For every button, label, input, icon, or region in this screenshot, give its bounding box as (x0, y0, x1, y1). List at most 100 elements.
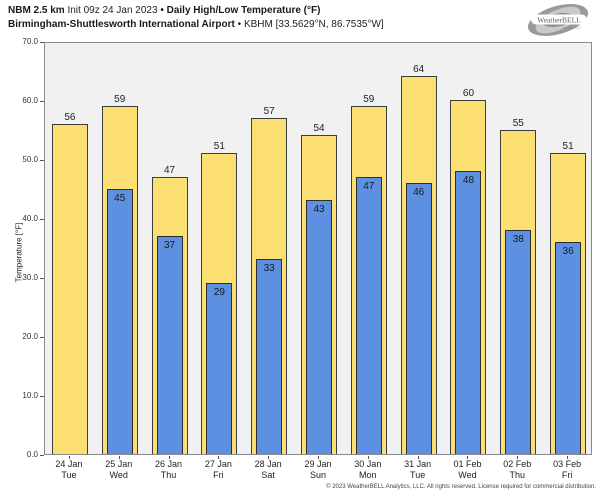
chart-subtitle: Birmingham-Shuttlesworth International A… (8, 18, 384, 32)
y-tick-label: 60.0 (22, 96, 38, 105)
y-tick-mark (40, 160, 44, 161)
x-axis-label: 30 Jan Mon (338, 459, 398, 481)
high-temp-value: 55 (512, 117, 524, 129)
logo-sub-text: Analytics LLC (563, 26, 582, 30)
low-temp-bar (405, 182, 432, 454)
high-temp-value: 64 (413, 64, 425, 76)
y-tick-mark (40, 455, 44, 456)
low-temp-bar (306, 200, 332, 454)
x-tick-mark (218, 456, 220, 459)
low-temp-bar (455, 170, 482, 454)
x-tick-mark (567, 456, 569, 459)
x-axis-label-date: 24 Jan (55, 459, 83, 469)
x-axis-label-date: 29 Jan (304, 459, 332, 469)
high-temp-value: 57 (263, 105, 275, 117)
x-tick-mark (367, 456, 369, 459)
low-temp-value: 33 (263, 263, 275, 275)
x-axis-label-date: 02 Feb (503, 459, 532, 469)
y-tick-label: 20.0 (22, 332, 38, 341)
y-tick-label: 10.0 (22, 391, 38, 400)
x-axis-label: 24 Jan Tue (39, 459, 99, 481)
chart-title: NBM 2.5 km Init 09z 24 Jan 2023 • Daily … (8, 4, 384, 18)
product-name: Daily High/Low Temperature (°F) (166, 5, 321, 16)
station-coordinates: KBHM [33.5629°N, 86.7535°W] (243, 19, 384, 30)
logo-brand-text: WeatherBELL (537, 16, 581, 25)
x-axis-label-day: Fri (213, 470, 224, 480)
low-temp-value: 46 (413, 186, 425, 198)
y-tick-label: 30.0 (22, 273, 38, 282)
x-tick-mark (318, 456, 319, 459)
x-axis-label: 25 Jan Wed (89, 459, 149, 481)
high-temp-value: 60 (462, 88, 475, 99)
copyright-notice: © 2023 WeatherBELL Analytics, LLC. All r… (326, 484, 596, 490)
y-tick-mark (40, 42, 44, 43)
high-temp-value: 56 (64, 111, 76, 123)
x-axis-label-date: 03 Feb (553, 459, 582, 469)
init-time: Init 09z 24 Jan 2023 (67, 5, 158, 16)
x-axis-label-day: Wed (458, 470, 477, 480)
x-tick-mark (417, 456, 419, 459)
x-axis-label-day: Thu (509, 470, 526, 480)
x-axis-label: 01 Feb Wed (437, 459, 497, 481)
x-axis-label-day: Sun (309, 470, 326, 480)
model-name: NBM 2.5 km (8, 5, 65, 16)
low-temp-bar (156, 235, 183, 454)
high-temp-bar (51, 123, 88, 454)
x-axis-label-day: Wed (109, 470, 128, 480)
y-tick-mark (40, 278, 44, 279)
high-temp-value: 59 (114, 93, 126, 105)
high-temp-value: 47 (163, 164, 176, 176)
y-tick-mark (40, 396, 44, 397)
x-axis-label-date: 31 Jan (404, 459, 432, 469)
low-temp-value: 43 (313, 204, 325, 216)
x-axis-label-day: Thu (160, 470, 177, 480)
x-axis-label: 28 Jan Sat (238, 459, 298, 481)
x-axis-label: 02 Feb Thu (487, 459, 547, 481)
x-axis-label-date: 27 Jan (204, 459, 232, 469)
x-axis-label-date: 26 Jan (155, 459, 183, 469)
low-temp-bar (256, 259, 283, 454)
low-temp-bar (355, 176, 382, 454)
x-axis-label-date: 30 Jan (354, 459, 382, 469)
y-tick-label: 0.0 (26, 450, 38, 459)
low-temp-value: 37 (163, 239, 176, 251)
y-tick-label: 50.0 (22, 155, 38, 164)
x-tick-mark (517, 456, 519, 459)
low-temp-value: 36 (562, 245, 574, 257)
y-tick-label: 70.0 (22, 37, 38, 46)
low-temp-bar (206, 282, 233, 454)
high-temp-value: 59 (363, 93, 375, 105)
x-axis-label: 31 Jan Tue (388, 459, 448, 481)
y-tick-label: 40.0 (22, 214, 38, 223)
x-tick-mark (268, 456, 270, 459)
y-tick-mark (40, 101, 44, 102)
x-axis-label: 29 Jan Sun (288, 459, 348, 481)
low-temp-value: 38 (512, 233, 524, 245)
low-temp-bar (505, 229, 532, 454)
low-temp-value: 29 (213, 286, 225, 298)
y-tick-mark (40, 337, 44, 338)
x-axis-label-date: 28 Jan (254, 459, 282, 469)
low-temp-bar (106, 188, 133, 454)
x-axis-label-day: Mon (359, 470, 377, 480)
x-tick-mark (168, 456, 170, 459)
x-axis-label-date: 25 Jan (105, 459, 133, 469)
x-axis-label-date: 01 Feb (453, 459, 482, 469)
x-tick-mark (118, 456, 120, 459)
plot-area: 56 59 45 47 37 51 29 57 33 54 43 59 47 64 46 60 48 55 38 51… (44, 42, 592, 455)
x-tick-mark (68, 456, 70, 459)
y-tick-mark (40, 219, 44, 220)
x-axis-label-day: Fri (561, 470, 573, 480)
x-axis-label-day: Tue (410, 470, 426, 480)
low-temp-bar (555, 241, 582, 454)
low-temp-value: 45 (114, 192, 126, 204)
high-temp-value: 51 (213, 141, 225, 153)
weatherbell-logo: WeatherBELL Analytics LLC (527, 4, 589, 36)
station-name: Birmingham-Shuttlesworth International A… (8, 19, 235, 30)
x-axis-label-day: Tue (61, 470, 77, 480)
title-separator: • (160, 5, 164, 16)
x-axis-label: 03 Feb Fri (537, 459, 597, 481)
low-temp-value: 48 (462, 174, 475, 186)
x-tick-mark (467, 456, 469, 459)
